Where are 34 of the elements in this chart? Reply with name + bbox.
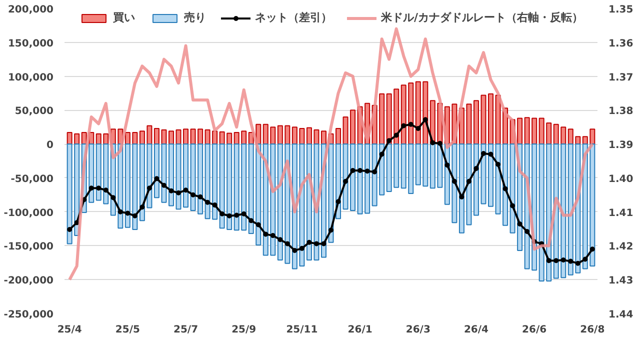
x-tick-label: 26/4 <box>464 324 489 336</box>
y2-tick-label: 1.44 <box>608 310 634 320</box>
y-tick-label: -100,000 <box>4 208 54 219</box>
y-tick-label: 50,000 <box>14 106 54 118</box>
y-tick-label: -150,000 <box>4 242 54 253</box>
y2-tick-label: 1.42 <box>608 242 634 253</box>
y-tick-label: 150,000 <box>8 38 54 50</box>
y2-tick-label: 1.39 <box>608 140 634 152</box>
legend-label: ネット（差引） <box>254 10 332 25</box>
y-tick-label: 100,000 <box>8 72 54 84</box>
x-tick-label: 25/9 <box>232 324 256 336</box>
y-tick-label: -200,000 <box>4 276 54 287</box>
x-tick-label: 25/11 <box>286 324 318 336</box>
y2-tick-label: 1.43 <box>608 276 634 287</box>
x-tick-label: 25/7 <box>174 324 198 336</box>
x-tick-label: 25/4 <box>57 324 82 336</box>
y2-tick-label: 1.41 <box>608 208 634 219</box>
legend-label: 米ドル/カナダドルレート（右軸・反転） <box>380 10 584 25</box>
x-tick-label: 25/5 <box>115 324 140 336</box>
legend-label: 買い <box>112 10 135 25</box>
y-tick-label: -250,000 <box>4 310 54 320</box>
x-tick-label: 26/3 <box>406 324 430 336</box>
y-tick-label: 200,000 <box>8 4 54 16</box>
y2-tick-label: 1.40 <box>608 174 634 185</box>
y-tick-label: -50,000 <box>10 174 54 185</box>
x-tick-label: 26/1 <box>348 324 372 336</box>
y2-tick-label: 1.35 <box>608 4 634 16</box>
y2-tick-label: 1.38 <box>608 106 634 118</box>
y2-tick-label: 1.37 <box>608 72 634 84</box>
y-tick-label: 0 <box>46 140 54 152</box>
legend-label: 売り <box>184 10 206 25</box>
y2-tick-label: 1.36 <box>608 38 634 50</box>
x-tick-label: 26/6 <box>522 324 547 336</box>
x-tick-label: 26/8 <box>580 324 605 336</box>
